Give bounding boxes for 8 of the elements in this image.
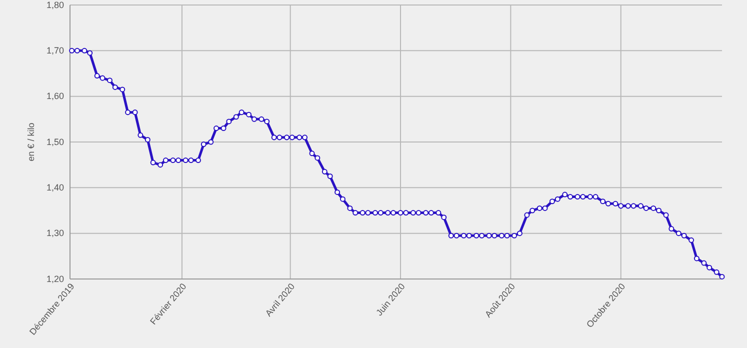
y-tick-label: 1,80 (46, 0, 64, 10)
y-tick-label: 1,60 (46, 91, 64, 102)
y-tick-label: 1,50 (46, 136, 64, 147)
y-axis-title: en € / kilo (26, 122, 36, 162)
y-tick-label: 1,70 (46, 46, 64, 56)
y-tick-label: 1,40 (46, 182, 64, 193)
y-tick-label: 1,30 (46, 228, 64, 238)
y-tick-label: 1,20 (46, 274, 64, 284)
